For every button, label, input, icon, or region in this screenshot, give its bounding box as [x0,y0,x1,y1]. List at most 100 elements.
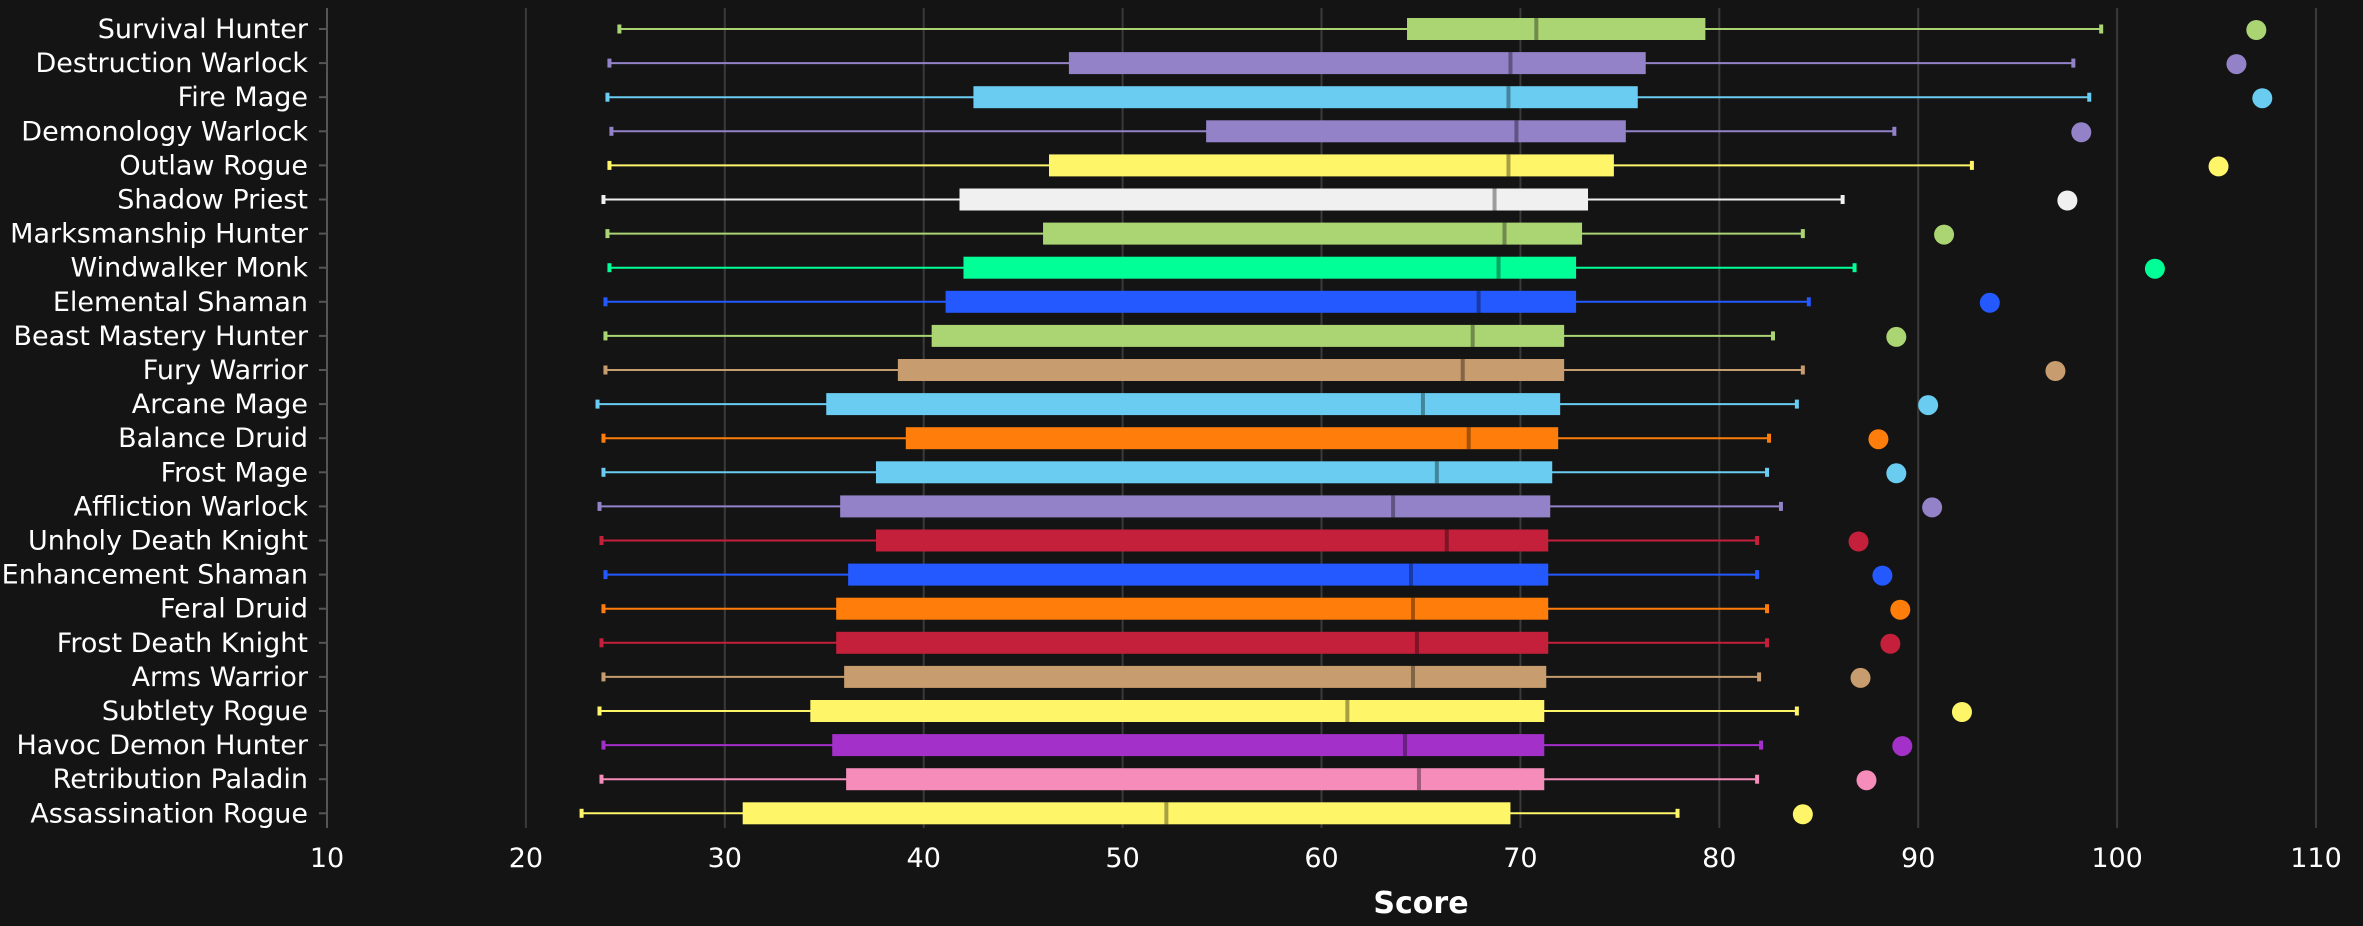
x-tick-label: 10 [310,843,344,874]
box-iqr [1407,18,1706,40]
outlier-point [1934,224,1955,245]
box-iqr [1043,222,1583,245]
box-row [601,427,1889,450]
outlier-point [1951,702,1972,722]
box-row [599,529,1869,552]
category-label: Subtlety Rogue [102,696,308,727]
outlier-point [1979,292,2000,313]
outlier-point [2144,258,2165,279]
category-label: Feral Druid [160,594,308,625]
category-label: Elemental Shaman [53,287,308,318]
box-row [603,563,1893,586]
box-iqr [963,256,1577,279]
category-label: Frost Death Knight [57,628,308,659]
outlier-point [2246,20,2267,40]
x-tick-label: 20 [509,843,543,874]
box-row [601,665,1871,688]
category-label: Arcane Mage [132,389,308,420]
x-tick-label: 40 [907,843,941,874]
x-tick-labels: 10 20 30 40 50 60 70 80 90 100 110 [310,843,2342,874]
category-label: Outlaw Rogue [119,150,308,181]
grid-lines [524,8,2317,828]
box-row [601,188,2078,211]
box-iqr [897,359,1565,381]
box-iqr [1068,52,1646,75]
box-iqr [931,324,1565,347]
box-iqr [844,665,1547,688]
box-iqr [875,461,1553,484]
x-tick-label: 30 [708,843,742,874]
x-tick-label: 80 [1702,843,1736,874]
x-tick-label: 50 [1105,843,1139,874]
box-iqr [905,427,1559,450]
box-iqr [742,802,1511,825]
category-label: Destruction Warlock [35,48,308,79]
category-label: Retribution Paladin [53,764,308,795]
box-row [599,631,1901,654]
category-label: Assassination Rogue [30,798,308,829]
category-label: Windwalker Monk [70,253,308,284]
outlier-point [2252,88,2273,109]
category-label: Enhancement Shaman [2,560,308,591]
category-label: Balance Druid [118,423,308,454]
box-row [603,324,1907,347]
category-label: Survival Hunter [98,14,309,45]
category-label: Fury Warrior [143,355,309,386]
outlier-point [1856,770,1877,791]
outlier-point [1880,633,1901,654]
box-row [603,359,2066,381]
outlier-point [2208,156,2229,177]
box-iqr [1049,154,1614,177]
x-tick-label: 90 [1901,843,1935,874]
outlier-point [2226,54,2247,75]
x-tick-label: 100 [2091,843,2143,874]
box-row [601,734,1913,757]
outlier-point [1922,497,1943,518]
box-iqr [840,495,1551,518]
outlier-point [1890,599,1911,620]
box-iqr [832,734,1545,757]
box-row [579,802,1813,825]
category-label: Havoc Demon Hunter [16,730,308,761]
x-tick-label: 70 [1503,843,1537,874]
box-iqr [810,700,1545,722]
box-row [599,768,1877,791]
box-row [601,597,1911,620]
box-row [601,461,1907,484]
box-iqr [875,529,1549,552]
box-iqr [959,188,1589,211]
box-row [605,86,2273,109]
box-iqr [826,393,1561,416]
axes [319,8,328,828]
outlier-point [1872,565,1893,586]
box-row [595,393,1939,416]
box-row [597,495,1943,518]
box-row [605,222,1955,245]
box-iqr [848,563,1549,586]
category-label: Demonology Warlock [21,116,308,147]
box-iqr [836,631,1549,654]
category-label: Unholy Death Knight [28,526,308,557]
box-iqr [1206,120,1626,143]
category-label: Marksmanship Hunter [10,219,309,250]
box-iqr [836,597,1549,620]
box-iqr [846,768,1545,791]
outlier-point [1850,667,1871,688]
category-label: Beast Mastery Hunter [13,321,308,352]
outlier-point [1918,395,1939,416]
box-row [603,290,2000,313]
category-label: Frost Mage [161,457,308,488]
outlier-point [2045,361,2066,381]
box-row [609,120,2092,143]
box-iqr [973,86,1638,109]
box-row [607,154,2229,177]
outlier-point [1868,429,1889,450]
category-label: Affliction Warlock [74,491,309,522]
x-axis-title: Score [1373,886,1468,921]
x-tick-label: 60 [1304,843,1338,874]
outlier-point [1886,326,1907,347]
box-row [597,700,1972,722]
outlier-point [1848,531,1869,552]
